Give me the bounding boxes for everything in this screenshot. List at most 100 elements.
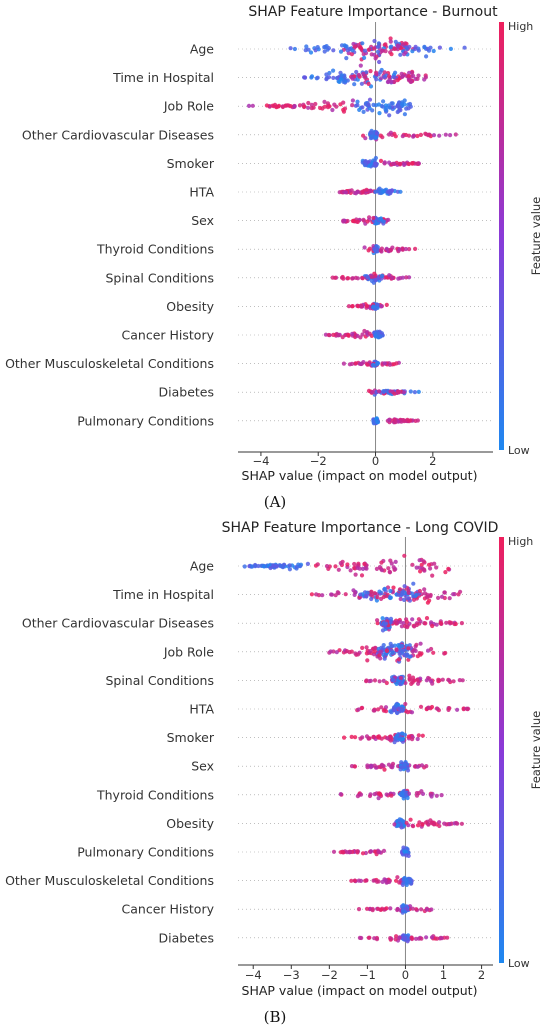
shap-point (460, 678, 465, 683)
shap-point (423, 621, 428, 626)
shap-point (447, 678, 452, 683)
shap-point (326, 46, 331, 51)
shap-point (375, 361, 380, 366)
shap-point (280, 565, 285, 570)
shap-point (407, 247, 412, 252)
shap-point (315, 562, 320, 567)
shap-point (334, 104, 339, 109)
shap-point (395, 907, 400, 913)
colorbar-high-label: High (508, 535, 533, 548)
shap-point (318, 105, 323, 111)
shap-point (363, 159, 368, 164)
shap-point (404, 820, 409, 825)
shap-point (368, 69, 373, 74)
shap-point (376, 44, 381, 49)
shap-point (447, 822, 452, 827)
shap-point (353, 275, 358, 280)
shap-point (356, 707, 361, 712)
shap-point (360, 332, 365, 337)
beeswarm-row (349, 875, 414, 887)
shap-point (360, 189, 365, 194)
shap-point (309, 592, 314, 597)
shap-point (358, 592, 363, 597)
feature-label: Cancer History (122, 902, 215, 917)
beeswarm-row (331, 845, 411, 858)
colorbar (499, 22, 504, 450)
shap-point (377, 217, 382, 222)
shap-point (423, 820, 429, 825)
shap-point (406, 734, 411, 739)
shap-point (371, 304, 376, 309)
shap-point (362, 55, 367, 61)
x-tick-label: −2 (310, 454, 327, 468)
shap-point (439, 594, 445, 599)
shap-point (355, 219, 360, 224)
shap-point (405, 768, 411, 773)
shap-point (372, 763, 377, 768)
shap-point (414, 791, 419, 796)
shap-point (367, 97, 373, 102)
shap-point (356, 907, 362, 912)
shap-point (353, 735, 358, 740)
shap-point (376, 906, 381, 911)
shap-point (395, 710, 400, 716)
beeswarm-row (242, 553, 452, 578)
beeswarm-row (346, 301, 389, 311)
shap-point (379, 736, 384, 741)
shap-point (333, 275, 338, 280)
shap-point (320, 593, 325, 598)
x-tick-label: −4 (252, 454, 269, 468)
shap-point (428, 679, 434, 684)
shap-point (381, 848, 387, 853)
shap-point (428, 592, 433, 598)
shap-point (396, 390, 401, 395)
shap-point (410, 562, 415, 567)
shap-point (378, 248, 383, 253)
shap-point (393, 559, 398, 564)
shap-point (384, 108, 389, 113)
shap-point (398, 675, 403, 681)
shap-point (292, 104, 297, 109)
shap-point (353, 361, 358, 366)
shap-point (407, 70, 412, 75)
shap-point (386, 566, 391, 571)
chart-title-long-covid: SHAP Feature Importance - Long COVID (222, 520, 499, 536)
shap-point (406, 161, 412, 167)
shap-point (447, 706, 452, 711)
shap-point (387, 74, 392, 79)
shap-point (356, 652, 361, 657)
shap-point (382, 656, 387, 661)
shap-point (268, 565, 273, 571)
x-tick-label: 2 (478, 968, 485, 982)
shap-point (329, 592, 334, 597)
feature-label: Age (190, 559, 214, 574)
shap-point (426, 562, 432, 567)
shap-point (375, 419, 380, 425)
x-tick-label: 1 (440, 968, 447, 982)
shap-point (372, 271, 377, 276)
shap-point (443, 570, 448, 575)
feature-label: Thyroid Conditions (96, 787, 214, 802)
shap-point (352, 764, 358, 769)
shap-point (390, 161, 396, 166)
shap-point (397, 880, 402, 885)
shap-point (324, 72, 329, 77)
shap-point (403, 132, 409, 138)
shap-point (415, 76, 420, 81)
shap-point (429, 907, 434, 912)
shap-point (314, 592, 319, 597)
shap-point (394, 934, 399, 939)
shap-point (407, 673, 412, 678)
shap-point (414, 907, 419, 912)
feature-label: Cancer History (122, 328, 215, 343)
shap-point (315, 75, 320, 80)
shap-point (396, 657, 402, 662)
shap-point (404, 619, 409, 624)
shap-point (377, 186, 382, 191)
beeswarm-row (337, 186, 403, 196)
shap-point (411, 133, 416, 138)
shap-point (365, 219, 370, 224)
shap-point (378, 656, 383, 661)
shap-point (371, 420, 376, 425)
shap-point (408, 817, 413, 822)
